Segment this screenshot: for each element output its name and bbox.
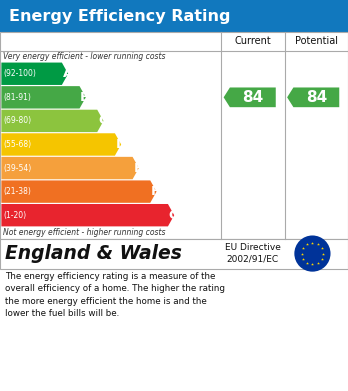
Text: F: F: [151, 185, 160, 198]
Text: (92-100): (92-100): [3, 69, 36, 78]
Text: EU Directive
2002/91/EC: EU Directive 2002/91/EC: [225, 243, 281, 264]
Polygon shape: [1, 110, 103, 132]
Text: A: A: [63, 67, 73, 80]
Text: E: E: [133, 161, 142, 174]
Text: B: B: [80, 91, 90, 104]
Text: C: C: [98, 115, 108, 127]
Text: Not energy efficient - higher running costs: Not energy efficient - higher running co…: [3, 228, 166, 237]
Text: D: D: [116, 138, 127, 151]
Text: The energy efficiency rating is a measure of the
overall efficiency of a home. T: The energy efficiency rating is a measur…: [5, 272, 225, 318]
Text: (69-80): (69-80): [3, 117, 32, 126]
Bar: [0, 32, 348, 239]
Polygon shape: [1, 63, 68, 85]
Text: Current: Current: [235, 36, 271, 47]
Text: 84: 84: [306, 90, 327, 105]
Text: (1-20): (1-20): [3, 211, 26, 220]
Text: Energy Efficiency Rating: Energy Efficiency Rating: [9, 9, 230, 23]
Text: (21-38): (21-38): [3, 187, 31, 196]
Polygon shape: [1, 157, 139, 179]
Text: G: G: [169, 209, 180, 222]
Text: (55-68): (55-68): [3, 140, 32, 149]
Polygon shape: [287, 88, 339, 107]
Ellipse shape: [294, 235, 331, 272]
Polygon shape: [1, 204, 174, 226]
Polygon shape: [1, 133, 121, 156]
Bar: [0, 0, 348, 32]
Text: (39-54): (39-54): [3, 163, 32, 172]
Text: Potential: Potential: [295, 36, 338, 47]
Text: Very energy efficient - lower running costs: Very energy efficient - lower running co…: [3, 52, 166, 61]
Polygon shape: [1, 86, 86, 109]
Text: England & Wales: England & Wales: [5, 244, 182, 263]
Polygon shape: [1, 180, 157, 203]
Text: 84: 84: [243, 90, 264, 105]
Polygon shape: [224, 88, 276, 107]
Bar: [0, 239, 348, 269]
Text: (81-91): (81-91): [3, 93, 31, 102]
